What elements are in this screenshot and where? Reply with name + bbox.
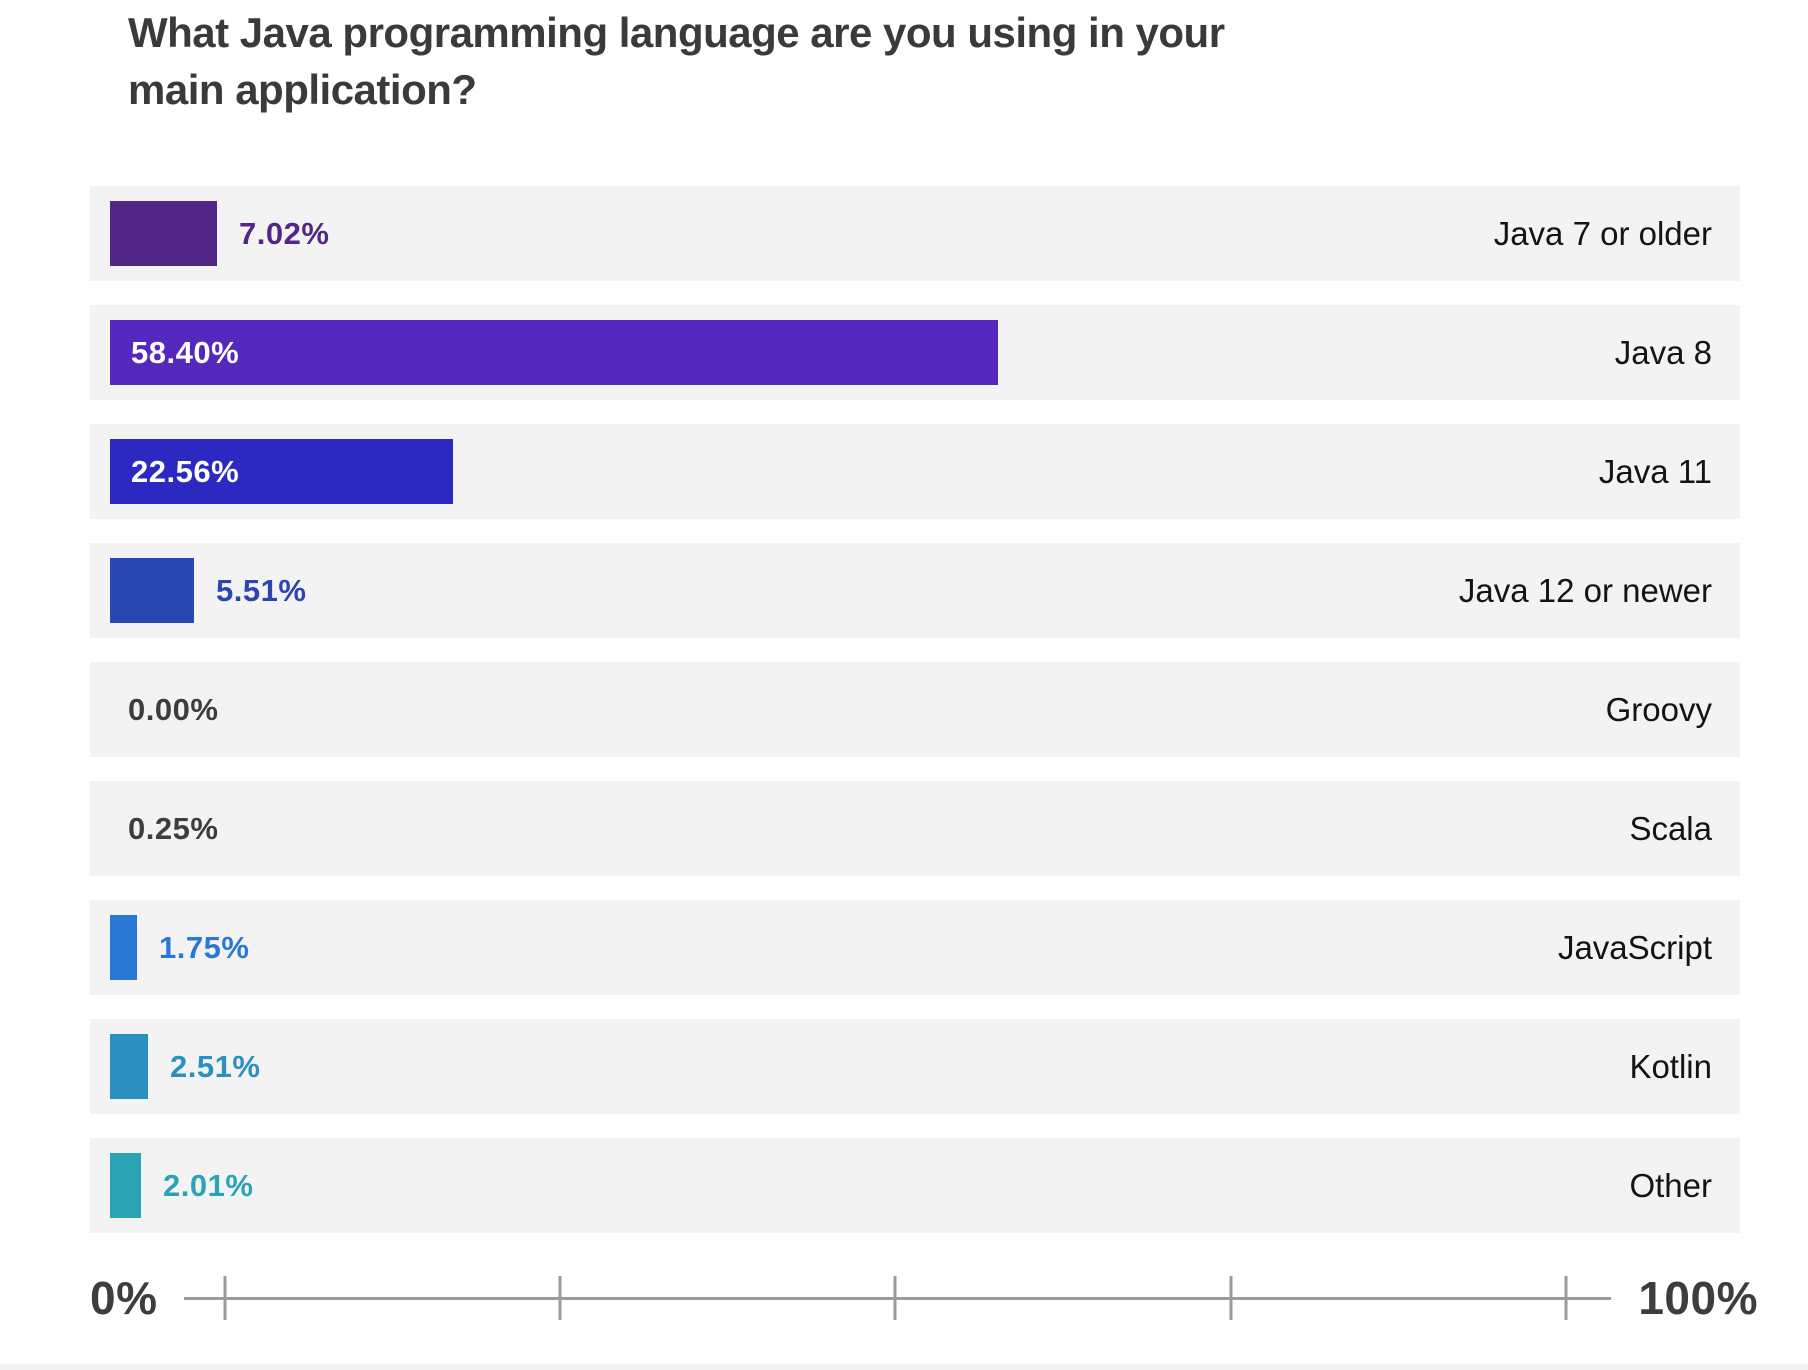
category-label: Java 11 [1598, 452, 1712, 490]
bar-row: 0.00% Groovy [90, 662, 1740, 757]
bar-row: 22.56% Java 11 [90, 424, 1740, 519]
bar-row: 1.75% JavaScript [90, 900, 1740, 995]
bar-row: 7.02% Java 7 or older [90, 186, 1740, 281]
bar [110, 558, 194, 623]
axis-line [184, 1276, 1612, 1320]
category-label: Other [1629, 1166, 1712, 1204]
category-label: Scala [1629, 809, 1712, 847]
bar-rows: 7.02% Java 7 or older 58.40% Java 8 22.56% Ja… [90, 186, 1740, 1257]
bar-track: 2.51% [110, 1019, 1630, 1114]
bar-row: 58.40% Java 8 [90, 305, 1740, 400]
bar-track: 5.51% [110, 543, 1630, 638]
bar-track: 0.00% [110, 662, 1630, 757]
value-label: 2.01% [163, 1167, 254, 1203]
category-label: Java 8 [1614, 333, 1712, 371]
chart-title-line-1: What Java programming language are you u… [128, 9, 1225, 56]
value-label: 5.51% [216, 572, 307, 608]
bar: 58.40% [110, 320, 998, 385]
bar-row: 5.51% Java 12 or newer [90, 543, 1740, 638]
x-axis: 0% 100% [90, 1258, 1758, 1338]
bar: 22.56% [110, 439, 453, 504]
bar [110, 1034, 148, 1099]
value-label: 22.56% [131, 453, 240, 489]
bar [110, 1153, 141, 1218]
value-label: 2.51% [170, 1048, 261, 1084]
value-label: 0.25% [128, 810, 219, 846]
category-label: Kotlin [1629, 1047, 1712, 1085]
value-label: 0.00% [128, 691, 219, 727]
bar [110, 915, 137, 980]
category-label: Java 7 or older [1493, 214, 1712, 252]
axis-tick [893, 1276, 897, 1320]
axis-tick [1564, 1276, 1568, 1320]
value-label: 7.02% [239, 215, 330, 251]
bar-row: 0.25% Scala [90, 781, 1740, 876]
value-label: 1.75% [159, 929, 250, 965]
value-label: 58.40% [131, 334, 240, 370]
axis-max-label: 100% [1638, 1272, 1758, 1324]
bar-row: 2.51% Kotlin [90, 1019, 1740, 1114]
axis-min-label: 0% [90, 1272, 158, 1324]
axis-tick [1229, 1276, 1232, 1320]
bar-track: 0.25% [110, 781, 1630, 876]
bar-track: 22.56% [110, 424, 1630, 519]
bar-track: 7.02% [110, 186, 1630, 281]
bar-track: 1.75% [110, 900, 1630, 995]
category-label: Java 12 or newer [1458, 571, 1712, 609]
bar-track: 58.40% [110, 305, 1630, 400]
category-label: Groovy [1605, 690, 1712, 728]
bar-track: 2.01% [110, 1138, 1630, 1233]
bottom-divider [0, 1364, 1808, 1370]
axis-tick [223, 1276, 227, 1320]
chart-title: What Java programming language are you u… [128, 4, 1225, 118]
axis-tick [558, 1276, 562, 1320]
category-label: JavaScript [1557, 928, 1712, 966]
bar [110, 201, 217, 266]
bar-row: 2.01% Other [90, 1138, 1740, 1233]
chart-title-line-2: main application? [128, 66, 477, 113]
